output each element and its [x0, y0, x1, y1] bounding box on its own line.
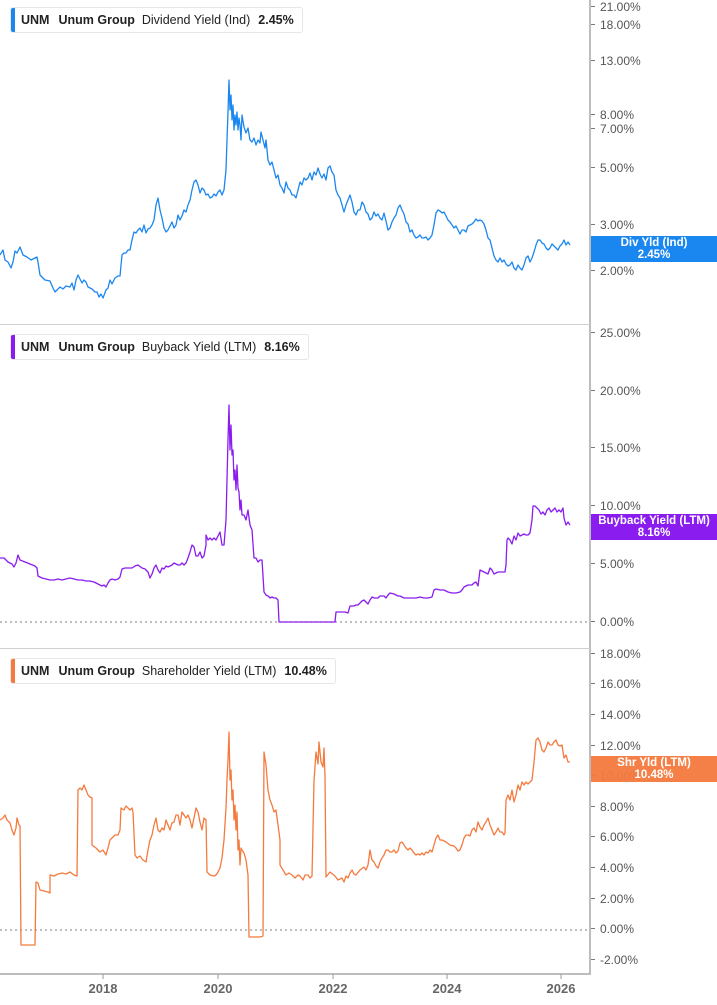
legend-shareholder-yield[interactable]: UNM Unum Group Shareholder Yield (LTM) 1… [10, 658, 336, 684]
y-tick: 25.00% [591, 326, 641, 340]
y-tick: 8.00% [591, 800, 634, 814]
y-tick: 18.00% [591, 18, 641, 32]
legend-company: Unum Group [58, 664, 135, 678]
x-tick: 2018 [88, 974, 118, 996]
y-tick: 13.00% [591, 54, 641, 68]
panel-divider-2 [0, 648, 590, 649]
x-tick: 2020 [203, 974, 233, 996]
panel-dividend-yield: UNM Unum Group Dividend Yield (Ind) 2.45… [0, 0, 717, 324]
legend-company: Unum Group [58, 13, 135, 27]
badge-value: 2.45% [637, 249, 671, 261]
last-value-badge-dividend: Div Yld (Ind) 2.45% [591, 236, 717, 262]
x-tick: 2026 [546, 974, 576, 996]
badge-value: 8.16% [637, 527, 671, 539]
series-color-marker [11, 335, 15, 359]
y-tick: 6.00% [591, 830, 634, 844]
legend-metric: Buyback Yield (LTM) [141, 340, 257, 354]
shareholder-yield-line [0, 731, 570, 946]
last-value-badge-buyback: Buyback Yield (LTM) 8.16% [591, 514, 717, 540]
y-tick: 0.00% [591, 615, 634, 629]
legend-ticker: UNM [21, 340, 50, 354]
legend-dividend-yield[interactable]: UNM Unum Group Dividend Yield (Ind) 2.45… [10, 7, 303, 33]
series-color-marker [11, 659, 15, 683]
y-tick: 3.00% [591, 218, 634, 232]
badge-label: Buyback Yield (LTM) [598, 515, 710, 527]
panel-buyback-yield: UNM Unum Group Buyback Yield (LTM) 8.16% [0, 324, 717, 648]
x-tick: 2022 [318, 974, 348, 996]
y-tick: 20.00% [591, 384, 641, 398]
x-axis-line [0, 973, 591, 975]
y-tick: 7.00% [591, 122, 634, 136]
legend-metric: Shareholder Yield (LTM) [141, 664, 277, 678]
y-tick: 18.00% [591, 647, 641, 661]
dividend-yield-line [0, 79, 571, 299]
legend-ticker: UNM [21, 664, 50, 678]
badge-label: Div Yld (Ind) [620, 237, 688, 249]
y-tick: 15.00% [591, 441, 641, 455]
right-y-axis-line [589, 0, 591, 975]
legend-company: Unum Group [58, 340, 135, 354]
y-tick: 16.00% [591, 677, 641, 691]
y-tick: 5.00% [591, 557, 634, 571]
y-tick: 14.00% [591, 708, 641, 722]
x-tick: 2024 [432, 974, 462, 996]
y-tick: 4.00% [591, 861, 634, 875]
y-tick: 8.00% [591, 108, 634, 122]
y-tick: 5.00% [591, 161, 634, 175]
legend-value: 2.45% [258, 13, 294, 27]
y-tick: 12.00% [591, 739, 641, 753]
y-tick: 10.00% [591, 499, 641, 513]
legend-value: 10.48% [284, 664, 327, 678]
y-tick: 21.00% [591, 0, 641, 14]
badge-value: 10.48% [634, 769, 674, 781]
badge-label: Shr Yld (LTM) [617, 757, 691, 769]
legend-ticker: UNM [21, 13, 50, 27]
legend-metric: Dividend Yield (Ind) [141, 13, 251, 27]
legend-value: 8.16% [264, 340, 300, 354]
legend-buyback-yield[interactable]: UNM Unum Group Buyback Yield (LTM) 8.16% [10, 334, 309, 360]
y-tick: -2.00% [591, 953, 638, 967]
y-tick: 2.00% [591, 892, 634, 906]
panel-shareholder-yield: UNM Unum Group Shareholder Yield (LTM) 1… [0, 648, 717, 974]
panel-divider-1 [0, 324, 590, 325]
y-tick: 0.00% [591, 922, 634, 936]
buyback-yield-line [0, 404, 571, 623]
series-color-marker [11, 8, 15, 32]
last-value-badge-shareholder: Shr Yld (LTM) 10.48% [591, 756, 717, 782]
y-tick: 2.00% [591, 264, 634, 278]
